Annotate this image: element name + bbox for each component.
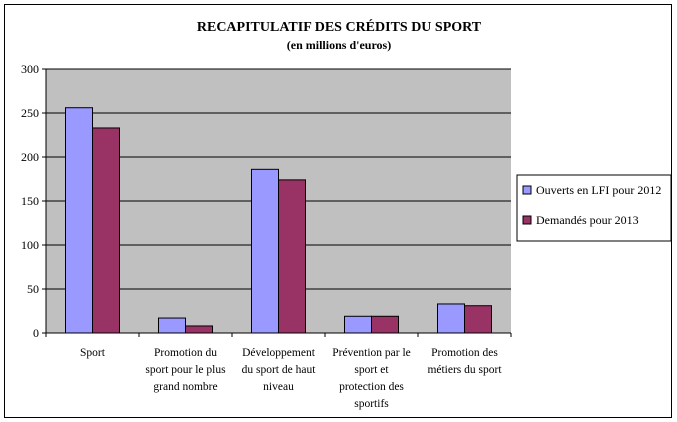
bar <box>437 303 465 334</box>
y-tick-label: 0 <box>33 326 39 340</box>
y-tick-label: 200 <box>21 150 39 164</box>
legend-box <box>516 174 672 242</box>
legend-label: Ouverts en LFI pour 2012 <box>536 183 661 197</box>
legend-label: Demandés pour 2013 <box>536 213 639 227</box>
legend: Ouverts en LFI pour 2012 Demandés pour 20… <box>516 174 672 242</box>
bar <box>158 317 186 334</box>
y-tick-label: 100 <box>21 238 39 252</box>
chart-title: RECAPITULATIF DES CRÉDITS DU SPORT <box>197 18 482 35</box>
x-axis: Sport Promotion du sport pour le plus grand… <box>45 332 512 410</box>
x-tick-label: Promotion du sport pour le plus grand nomb… <box>145 347 226 393</box>
bar <box>185 325 213 334</box>
y-tick-label: 150 <box>21 194 39 208</box>
chart-subtitle: (en millions d'euros) <box>287 38 391 52</box>
x-tick-label: Développement du sport de haut niveau <box>242 347 317 393</box>
bar <box>344 315 372 334</box>
bar <box>371 315 399 334</box>
bar <box>278 179 306 334</box>
x-tick-label: Promotion des métiers du sport <box>427 347 502 376</box>
chart: RECAPITULATIF DES CRÉDITS DU SPORT (en m… <box>21 18 672 410</box>
y-tick-label: 50 <box>27 282 39 296</box>
bar <box>92 127 120 334</box>
bar <box>251 168 279 334</box>
bar <box>464 305 492 334</box>
x-tick-label: Prévention par le sport et protection des s… <box>332 347 411 410</box>
y-tick-label: 250 <box>21 106 39 120</box>
y-axis: 0 50 100 150 200 250 300 <box>21 62 47 340</box>
chart-frame: RECAPITULATIF DES CRÉDITS DU SPORT (en m… <box>4 4 672 418</box>
legend-swatch <box>522 185 532 195</box>
bar <box>65 107 93 334</box>
legend-swatch <box>522 215 532 225</box>
bars <box>65 107 492 334</box>
x-tick-label: Sport <box>80 347 106 359</box>
y-tick-label: 300 <box>21 62 39 76</box>
